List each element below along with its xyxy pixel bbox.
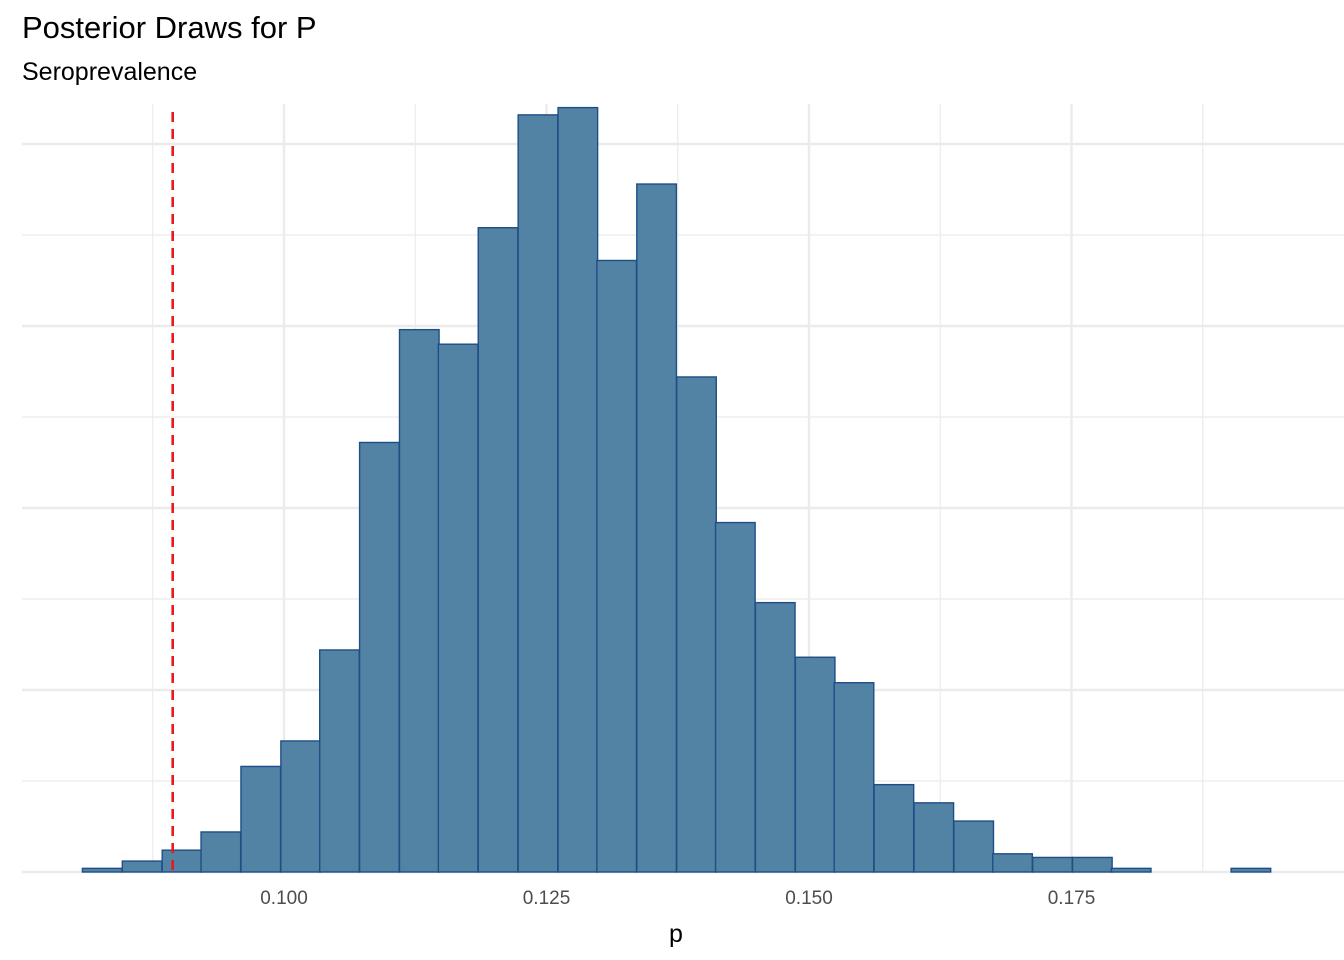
histogram-bar — [398, 328, 440, 873]
histogram-bar — [636, 183, 678, 873]
histogram-bar — [833, 682, 875, 873]
histogram-bar — [754, 601, 796, 873]
histogram-bar — [913, 802, 955, 873]
chart-subtitle: Seroprevalence — [22, 58, 198, 86]
histogram-bar — [81, 867, 123, 873]
x-tick-label: 0.175 — [1048, 888, 1096, 909]
x-axis-title: p — [669, 920, 683, 948]
histogram-bar — [358, 441, 400, 873]
chart-title: Posterior Draws for P — [22, 10, 317, 45]
histogram-bar — [280, 740, 322, 873]
histogram-bar — [161, 849, 203, 873]
x-axis-ticks: 0.100 0.125 0.150 0.175 — [260, 888, 1095, 909]
x-tick-label: 0.100 — [260, 888, 308, 909]
x-tick-label: 0.150 — [785, 888, 833, 909]
histogram-bar — [676, 376, 717, 873]
histogram-bar — [557, 106, 599, 873]
histogram-bar — [1110, 867, 1152, 873]
histogram-bar — [1031, 856, 1073, 873]
x-tick-label: 0.125 — [523, 888, 571, 909]
histogram-bar — [1071, 856, 1113, 873]
histogram-bar — [121, 860, 163, 873]
histogram-bar — [240, 765, 282, 873]
histogram-bar — [992, 853, 1034, 873]
histogram-bar — [953, 820, 995, 873]
histogram-bar — [873, 783, 915, 873]
histogram-bar — [477, 227, 519, 873]
histogram-bar — [596, 259, 638, 873]
histogram-bar — [794, 656, 836, 873]
histogram-bar — [1230, 867, 1272, 873]
histogram-bars — [81, 106, 1272, 873]
histogram-bar — [714, 521, 756, 873]
histogram-bar — [517, 114, 559, 873]
histogram-bar — [437, 343, 479, 873]
histogram-bar — [200, 831, 242, 873]
histogram-bar — [319, 649, 360, 873]
